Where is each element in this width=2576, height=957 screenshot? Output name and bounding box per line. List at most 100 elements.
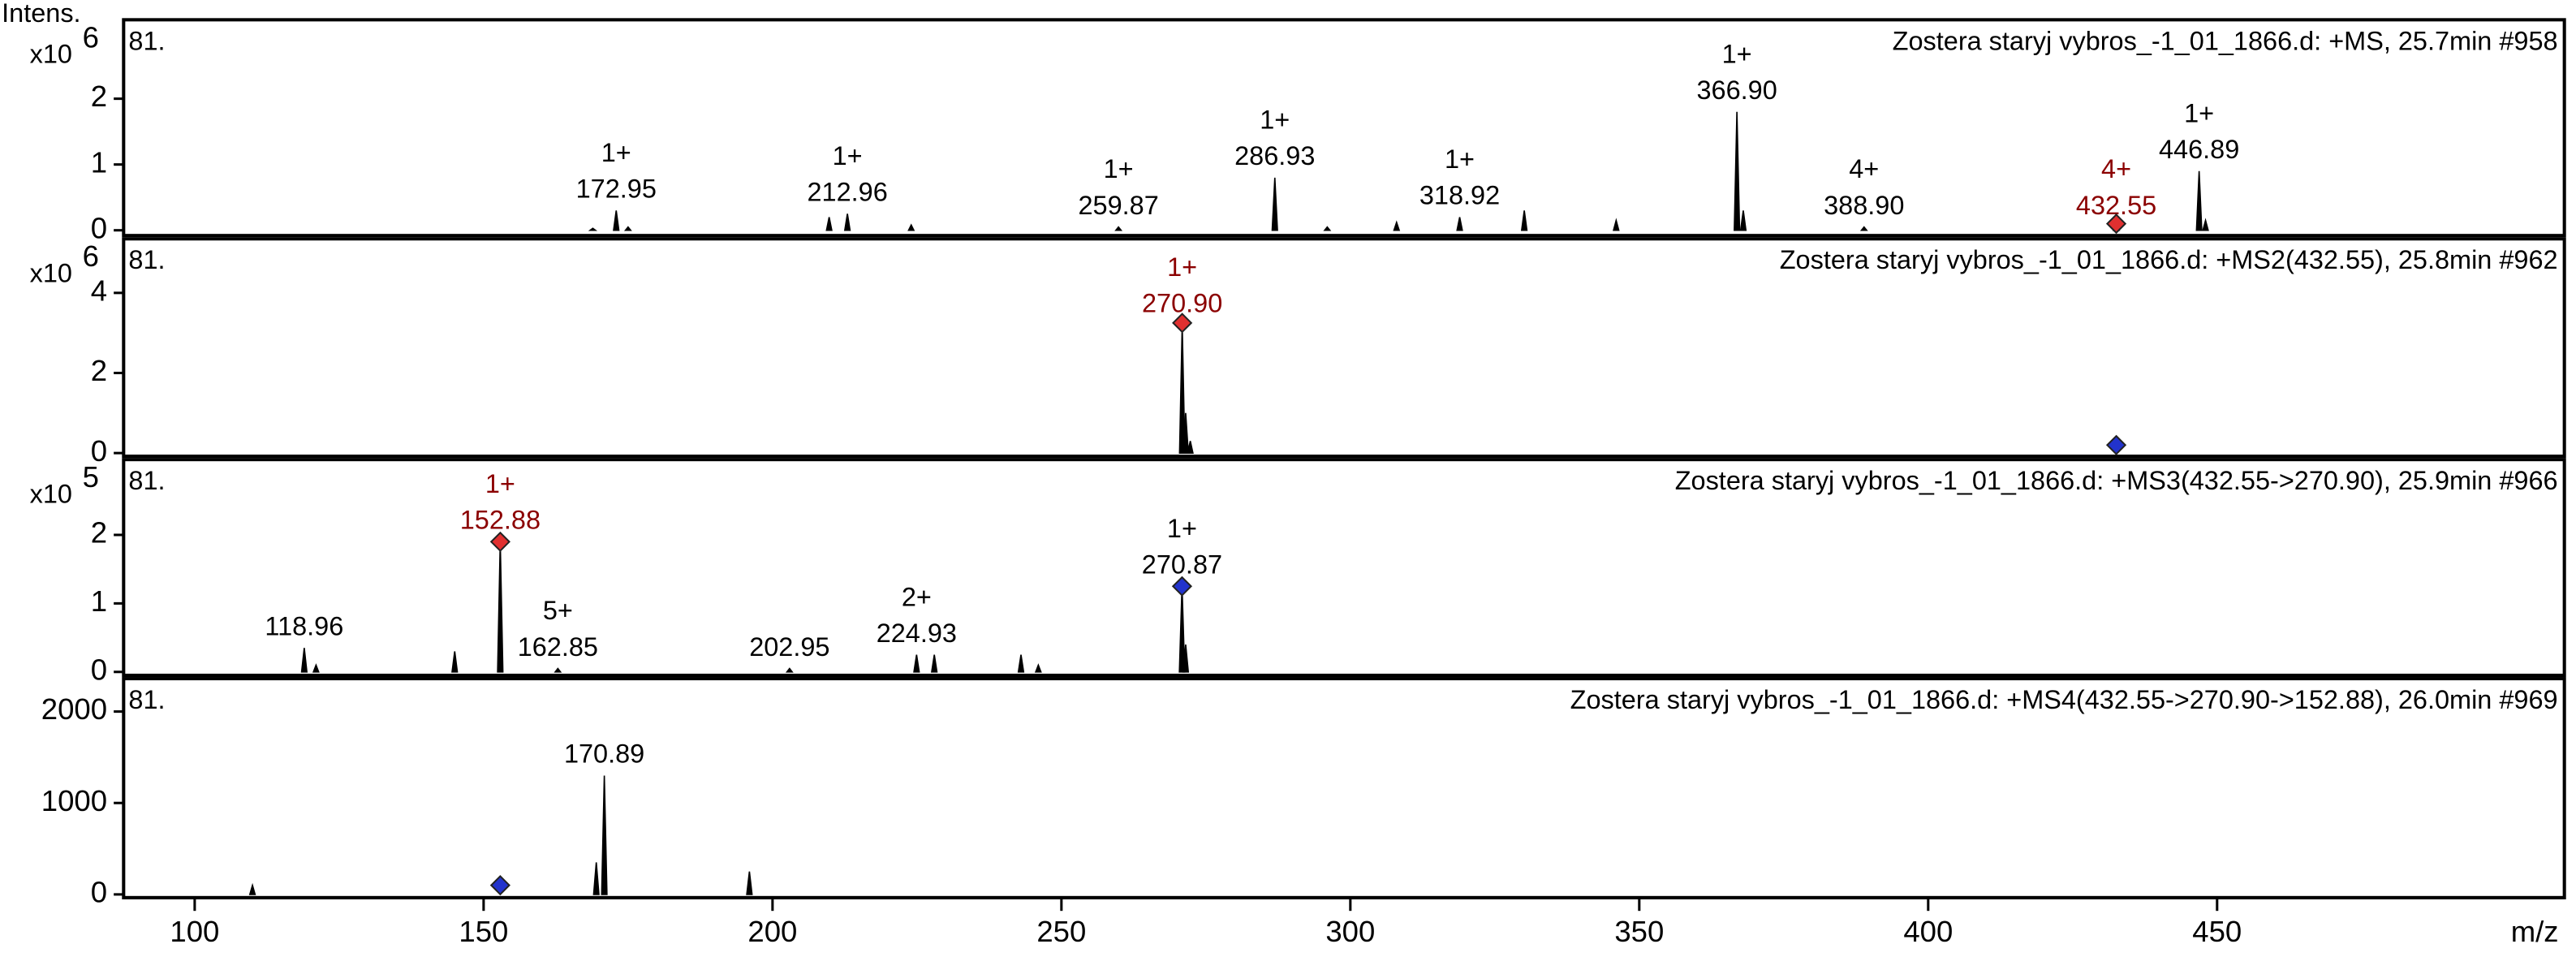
- peak: [1393, 220, 1401, 231]
- peak-label: 212.96: [807, 178, 887, 207]
- panel-frame: [122, 18, 2566, 238]
- peak-label: 202.95: [749, 632, 829, 662]
- y-tick-label: 2: [91, 354, 107, 387]
- y-tick-label: 2: [91, 516, 107, 550]
- peak: [1182, 412, 1190, 454]
- peak: [843, 213, 851, 231]
- peak: [1323, 226, 1332, 231]
- y-tick-label: 2: [91, 80, 107, 113]
- y-tick-label: 0: [91, 653, 107, 686]
- panel-title: Zostera staryj vybros_-1_01_1866.d: +MS,…: [1893, 26, 2558, 55]
- x-tick-label: 400: [1903, 915, 1953, 948]
- peak-label: 388.90: [1824, 191, 1904, 220]
- y-tick-label: 1: [91, 584, 107, 618]
- peak: [1178, 325, 1186, 454]
- peak-label: 172.95: [576, 175, 657, 204]
- y-tick-label: 2000: [41, 692, 107, 726]
- charge-label: 1+: [601, 138, 631, 167]
- peak: [1520, 210, 1528, 231]
- peak: [931, 654, 938, 673]
- y-tick-label: 0: [91, 434, 107, 468]
- precursor-marker: [2105, 213, 2127, 235]
- precursor-marker: [489, 531, 510, 553]
- peak: [1456, 217, 1463, 231]
- charge-label: 4+: [1849, 154, 1879, 183]
- panel-frame: [122, 458, 2566, 678]
- peak: [1613, 218, 1620, 231]
- scan-label: 81.: [128, 245, 165, 274]
- charge-label: 1+: [1722, 39, 1752, 68]
- charge-label: 4+: [2101, 154, 2131, 183]
- x-tick-label: 200: [747, 915, 797, 948]
- peak-label: 270.87: [1142, 550, 1222, 580]
- peak-label: 224.93: [877, 619, 957, 648]
- peak: [1859, 226, 1868, 231]
- peak: [554, 667, 562, 673]
- peak: [451, 651, 459, 673]
- precursor-marker: [1172, 313, 1193, 334]
- peak-label: 152.88: [460, 506, 541, 535]
- peak-label: 162.85: [518, 632, 598, 662]
- peak: [907, 223, 915, 231]
- x-tick-label: 350: [1614, 915, 1664, 948]
- peak: [2195, 170, 2203, 231]
- charge-label: 1+: [1167, 252, 1197, 282]
- charge-label: 1+: [2184, 98, 2214, 127]
- panel-title: Zostera staryj vybros_-1_01_1866.d: +MS4…: [1570, 685, 2558, 714]
- y-exponent: 6: [83, 239, 99, 273]
- peak: [623, 226, 632, 231]
- scan-label: 81.: [128, 26, 165, 55]
- peak-label: 446.89: [2159, 135, 2239, 164]
- peak: [825, 217, 833, 231]
- peak-label: 170.89: [564, 739, 644, 769]
- peak: [1182, 644, 1190, 673]
- y-exponent: 5: [83, 460, 99, 494]
- panel-title: Zostera staryj vybros_-1_01_1866.d: +MS3…: [1675, 466, 2558, 495]
- charge-label: 1+: [833, 141, 863, 170]
- charge-label: 2+: [902, 582, 932, 611]
- charge-label: 5+: [543, 596, 573, 625]
- peak: [1739, 210, 1747, 231]
- peak: [248, 882, 256, 895]
- peak: [497, 541, 504, 673]
- charge-label: 1+: [1104, 154, 1134, 183]
- y-multiplier: x10: [30, 258, 72, 287]
- peak: [1187, 441, 1194, 454]
- panel-frame: [122, 237, 2566, 459]
- panel-title: Zostera staryj vybros_-1_01_1866.d: +MS2…: [1780, 245, 2558, 274]
- scan-label: 81.: [128, 466, 165, 495]
- peak: [913, 654, 920, 673]
- y-tick-label: 1000: [41, 784, 107, 817]
- y-exponent: 6: [83, 20, 99, 54]
- charge-label: 1+: [485, 469, 515, 498]
- precursor-marker: [2105, 434, 2127, 455]
- x-tick-label: 450: [2192, 915, 2242, 948]
- peak: [613, 210, 620, 231]
- y-tick-label: 4: [91, 274, 107, 307]
- y-multiplier: x10: [30, 40, 72, 69]
- peak: [746, 871, 753, 895]
- y-axis-label: Intens.: [2, 0, 80, 28]
- x-tick-label: 150: [459, 915, 508, 948]
- y-multiplier: x10: [30, 479, 72, 508]
- peak-label: 318.92: [1419, 181, 1500, 210]
- peak: [1734, 111, 1741, 231]
- peak: [1114, 226, 1123, 231]
- precursor-marker: [489, 875, 510, 896]
- peak: [1271, 177, 1278, 231]
- peak: [1034, 663, 1042, 673]
- peak-label: 118.96: [265, 611, 343, 640]
- peak-label: 286.93: [1234, 141, 1315, 170]
- x-axis-label: m/z: [2511, 915, 2559, 948]
- y-tick-label: 0: [91, 876, 107, 909]
- peak: [312, 663, 320, 673]
- peak-label: 366.90: [1697, 75, 1777, 105]
- peak: [588, 227, 598, 231]
- x-tick-label: 250: [1036, 915, 1086, 948]
- peak: [1017, 654, 1025, 673]
- precursor-marker: [1171, 575, 1193, 597]
- x-tick-label: 300: [1325, 915, 1375, 948]
- charge-label: 1+: [1445, 144, 1475, 174]
